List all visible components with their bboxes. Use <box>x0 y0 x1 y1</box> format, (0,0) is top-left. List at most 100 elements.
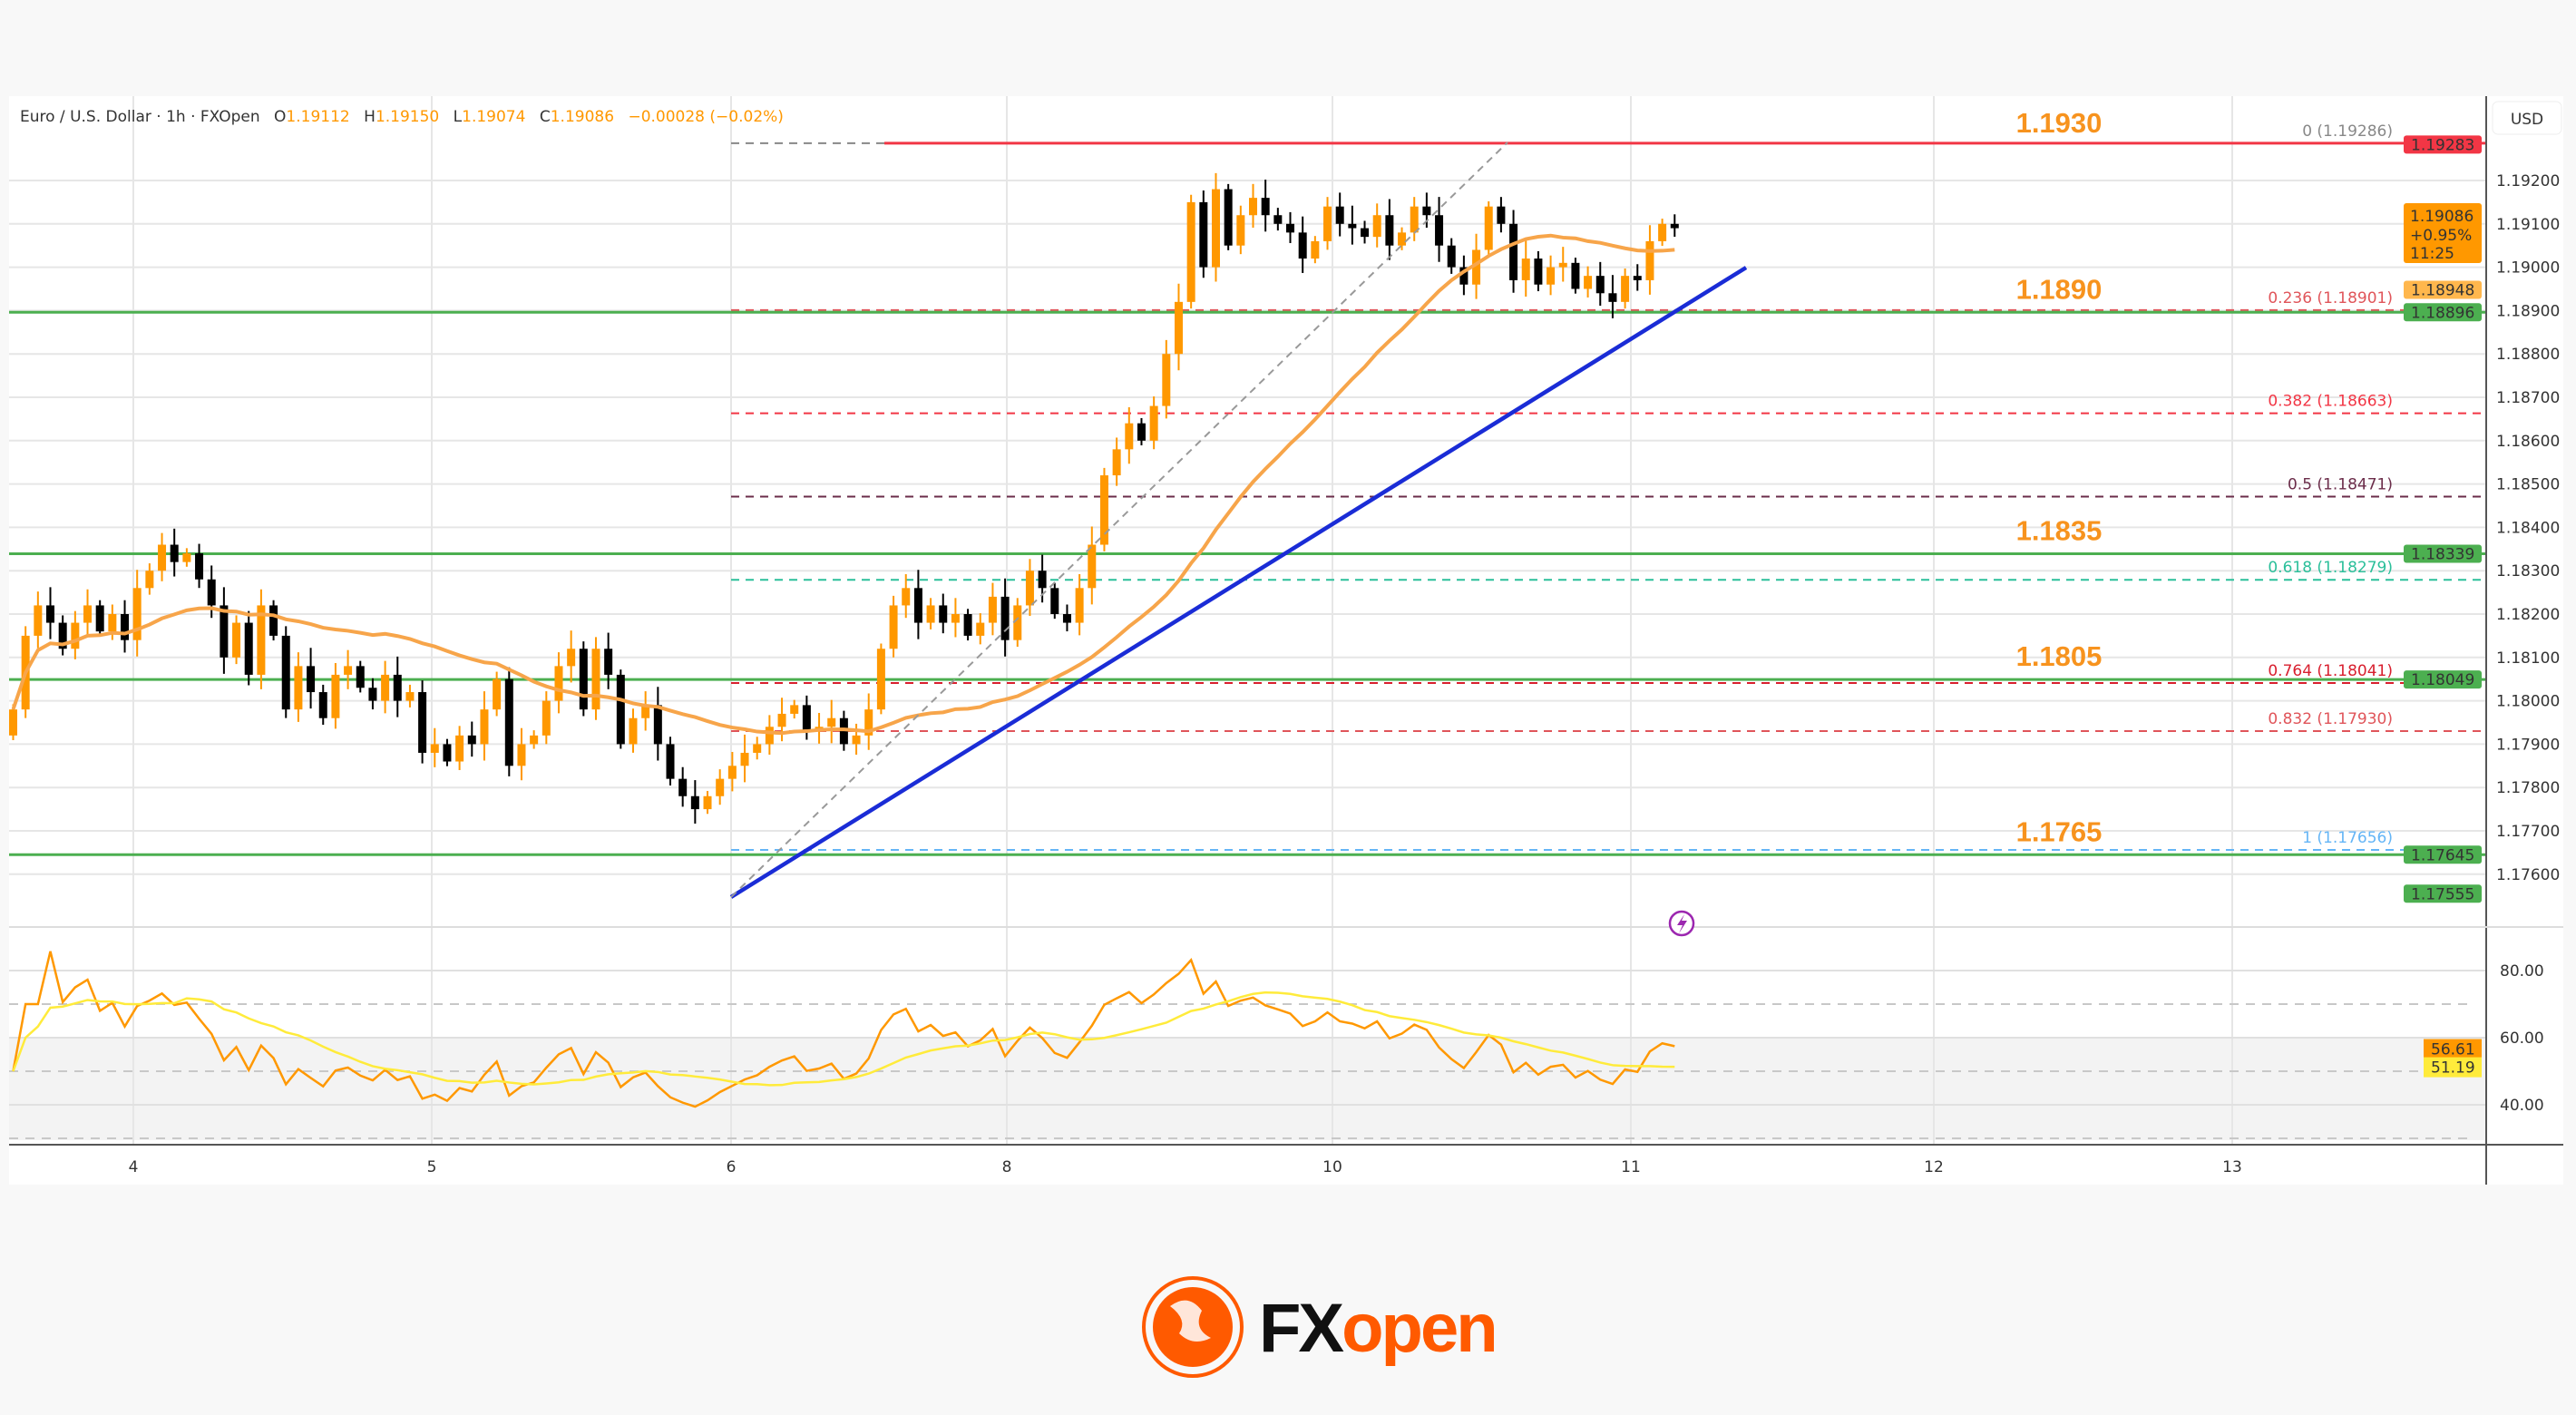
candle-body <box>1286 223 1295 233</box>
price-badge-text: 1.17645 <box>2411 846 2474 864</box>
candle-body <box>976 622 985 636</box>
candle-body <box>1547 267 1556 285</box>
level-label: 1.1835 <box>2016 515 2103 547</box>
rsi-tick: 40.00 <box>2500 1097 2544 1115</box>
price-badge-text: 1.18948 <box>2411 281 2474 299</box>
candle-body <box>1137 423 1146 441</box>
fib-label: 0.236 (1.18901) <box>2268 289 2393 307</box>
candle-body <box>1311 240 1320 259</box>
candle-body <box>158 544 167 571</box>
candle-body <box>616 674 625 745</box>
fib-label: 0.618 (1.18279) <box>2268 559 2393 577</box>
last-price-badge: 1.19086 +0.95% 11:25 <box>2404 203 2482 263</box>
price-badge-text: 1.18339 <box>2411 546 2474 564</box>
rsi-tick: 60.00 <box>2500 1030 2544 1048</box>
fibonacci-retracement[interactable]: 0 (1.19286) 0.236 (1.18901) 0.382 (1.18663… <box>731 122 2485 852</box>
candle-body <box>889 605 898 649</box>
chart-panel <box>9 96 2563 1185</box>
candle-body <box>232 622 241 658</box>
price-badges: 1.19283 1.18948 1.18896 1.18339 1.18049 1.176… <box>2404 135 2482 1078</box>
candle-body <box>443 744 452 762</box>
fib-label: 1 (1.17656) <box>2302 829 2393 847</box>
candle-body <box>542 700 551 736</box>
rsi-badge-text: 51.19 <box>2431 1059 2475 1078</box>
candle-body <box>1361 228 1370 238</box>
price-badge <box>2404 135 2482 154</box>
price-tick: 1.19000 <box>2496 259 2560 278</box>
price-axis[interactable]: 1.19200 1.19100 1.19000 1.18900 1.18800 1.187… <box>2496 172 2560 1115</box>
price-tick: 1.18800 <box>2496 346 2560 364</box>
candle-body <box>790 705 799 714</box>
candle-body <box>1472 249 1481 285</box>
candle-body <box>307 666 316 693</box>
low-value: 1.19074 <box>462 108 525 126</box>
candle-body <box>1645 240 1654 280</box>
candle-body <box>1633 276 1642 280</box>
last-price: 1.19086 <box>2410 208 2474 226</box>
candle-body <box>121 614 130 640</box>
level-label: 1.1890 <box>2016 273 2103 305</box>
candle-body <box>269 605 278 636</box>
price-badge <box>2404 280 2482 299</box>
candle-body <box>1075 588 1084 623</box>
candle-body <box>1174 301 1183 355</box>
candle-body <box>1273 215 1283 224</box>
price-tick: 1.17800 <box>2496 779 2560 797</box>
support-resistance-levels[interactable]: 1.1930 1.1890 1.1835 1.1805 1.1765 <box>9 107 2485 856</box>
fib-diagonal <box>730 142 1508 898</box>
candle-body <box>318 692 327 718</box>
price-tick: 1.18500 <box>2496 476 2560 494</box>
candle-body <box>83 605 93 623</box>
fib-label: 0 (1.19286) <box>2302 122 2393 141</box>
candle-body <box>740 752 749 766</box>
candle-body <box>1088 544 1097 589</box>
candle-body <box>1335 206 1344 224</box>
time-tick: 11 <box>1621 1158 1641 1176</box>
candle-body <box>1112 449 1121 476</box>
candle-body <box>46 605 55 623</box>
candle-body <box>913 588 922 623</box>
candle-body <box>195 553 204 580</box>
fib-label: 0.382 (1.18663) <box>2268 393 2393 411</box>
time-tick: 8 <box>1002 1158 1012 1176</box>
candle-body <box>1211 189 1220 268</box>
candle-body <box>344 666 353 675</box>
candle-body <box>1050 588 1059 614</box>
candle-body <box>629 717 638 745</box>
close-label: C <box>540 108 551 126</box>
trendline[interactable] <box>729 266 1748 899</box>
fib-label: 0.832 (1.17930) <box>2268 710 2393 728</box>
candle-body <box>666 744 675 779</box>
lightning-icon[interactable] <box>1668 910 1695 937</box>
candle-body <box>802 705 811 732</box>
time-axis[interactable]: 4 5 6 8 10 11 12 13 <box>129 1158 2242 1176</box>
svg-text:FXopen: FXopen <box>1259 1290 1496 1367</box>
symbol-title: Euro / U.S. Dollar · 1h · FXOpen <box>20 108 260 126</box>
candle-body <box>381 674 390 701</box>
candle-body <box>1521 259 1530 280</box>
fib-label: 0.5 (1.18471) <box>2288 475 2393 493</box>
price-badge-text: 1.18896 <box>2411 304 2474 322</box>
candle-body <box>1584 276 1593 289</box>
currency-button[interactable]: USD <box>2492 101 2562 135</box>
legend: Euro / U.S. Dollar · 1h · FXOpen O1.1911… <box>20 108 784 126</box>
candle-body <box>951 614 960 623</box>
candle-body <box>418 692 427 753</box>
candle-body <box>1385 215 1394 246</box>
rsi-badge <box>2424 1039 2482 1059</box>
time-tick: 4 <box>129 1158 139 1176</box>
candle-body <box>1595 276 1605 294</box>
moving-average-line <box>11 233 1675 736</box>
candle-body <box>331 674 340 718</box>
price-badge-text: 1.17555 <box>2411 885 2474 903</box>
candle-body <box>504 678 513 766</box>
candle-body <box>257 605 266 675</box>
candle-body <box>777 713 786 727</box>
candle-body <box>1658 223 1667 241</box>
candle-body <box>852 735 861 745</box>
price-tick: 1.19200 <box>2496 172 2560 190</box>
rsi-badge <box>2424 1057 2482 1078</box>
time-tick: 6 <box>727 1158 737 1176</box>
candle-body <box>579 649 588 710</box>
